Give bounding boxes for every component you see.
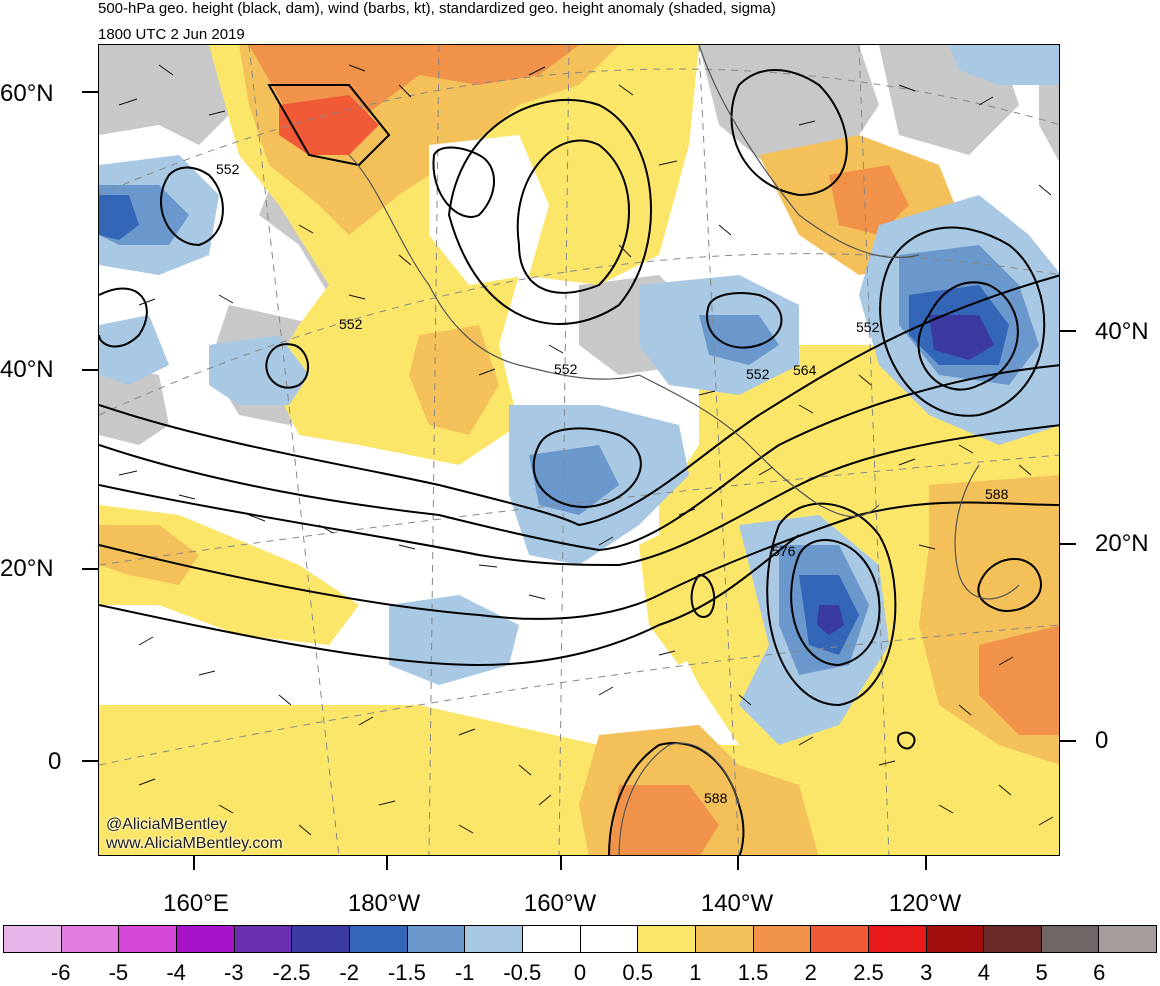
contour-label: 564 [793, 362, 817, 378]
colorbar-label: 0 [573, 960, 587, 985]
colorbar-swatch [811, 926, 869, 952]
colorbar-label: -1.5 [387, 960, 426, 985]
contour-label: 552 [746, 366, 770, 382]
map-title: 500-hPa geo. height (black, dam), wind (… [98, 0, 776, 17]
colorbar-label: 1 [689, 960, 702, 985]
lon-tick [386, 856, 388, 870]
colorbar-label: -6 [50, 960, 71, 985]
colorbar-label: 0.5 [622, 960, 653, 985]
colorbar-swatch [580, 926, 639, 952]
contour-label: 552 [856, 319, 880, 335]
lat-tick [1060, 543, 1076, 545]
lon-tick [737, 856, 739, 870]
colorbar-label: -5 [108, 960, 129, 985]
colorbar-label: 3 [920, 960, 933, 985]
credit-website: www.AliciaMBentley.com [106, 835, 283, 852]
lat-tick [82, 568, 98, 570]
lon-label: 140°W [700, 890, 774, 917]
coastline-layer [348, 45, 1020, 855]
colorbar-swatch [1041, 926, 1100, 952]
lon-tick [193, 856, 195, 870]
colorbar-swatch [522, 926, 581, 952]
lat-label-right: 0 [1095, 727, 1109, 754]
colorbar-swatch [868, 926, 927, 952]
anomaly-map: 552 552 552 552 552 564 576 588 588 [99, 45, 1059, 855]
colorbar-swatch [119, 926, 177, 952]
lat-label-left: 60°N [0, 80, 54, 107]
credit-handle: @AliciaMBentley [106, 816, 228, 833]
colorbar-label: -1 [454, 960, 475, 985]
colorbar-swatch [292, 926, 350, 952]
lat-label-left: 20°N [0, 555, 54, 582]
lon-tick [925, 856, 927, 870]
colorbar-swatch [349, 926, 408, 952]
contour-label: 576 [772, 543, 796, 559]
contour-label: 588 [985, 486, 1009, 502]
map-panel: 552 552 552 552 552 564 576 588 588 [98, 44, 1060, 856]
lat-tick [1060, 330, 1076, 332]
colorbar-label: 2.5 [853, 960, 884, 985]
colorbar-swatch [984, 926, 1042, 952]
colorbar-swatch [465, 926, 523, 952]
colorbar-label: 4 [977, 960, 991, 985]
colorbar-swatch [234, 926, 293, 952]
contour-label-layer: 552 552 552 552 552 564 576 588 588 [216, 161, 1009, 806]
colorbar-label: 1.5 [737, 960, 769, 985]
contour-label: 552 [339, 316, 363, 332]
lat-tick [82, 369, 98, 371]
colorbar-label: -0.5 [503, 960, 542, 985]
colorbar-swatch [4, 926, 62, 952]
lat-label-right: 40°N [1095, 318, 1149, 345]
lat-tick [1060, 740, 1076, 742]
colorbar-label: 5 [1035, 960, 1048, 985]
lon-tick [560, 856, 562, 870]
colorbar-label: -2 [339, 960, 359, 985]
lat-tick [82, 91, 98, 93]
lon-label: 120°W [888, 890, 962, 917]
colorbar-swatch [407, 926, 466, 952]
colorbar-label: -4 [166, 960, 186, 985]
graticule-layer [99, 45, 1059, 855]
credit-block: @AliciaMBentley www.AliciaMBentley.com [106, 815, 283, 853]
lat-tick [82, 760, 98, 762]
colorbar-label: -3 [224, 960, 244, 985]
contour-label: 588 [704, 790, 728, 806]
colorbar-swatch [176, 926, 235, 952]
colorbar-label: -2.5 [272, 960, 311, 985]
lat-label-left: 0 [48, 748, 62, 775]
map-valid-time: 1800 UTC 2 Jun 2019 [98, 26, 245, 43]
colorbar-label: 6 [1093, 960, 1106, 985]
colorbar-swatch [926, 926, 985, 952]
anomaly-colorbar [3, 925, 1157, 953]
colorbar-swatch [753, 926, 812, 952]
lon-label: 160°E [163, 890, 229, 917]
lat-label-left: 40°N [0, 356, 54, 383]
wind-barb-layer [118, 64, 1054, 836]
colorbar-swatch [1099, 926, 1157, 952]
lon-label: 160°W [523, 890, 597, 917]
lat-label-right: 20°N [1095, 530, 1149, 557]
contour-label: 552 [216, 161, 240, 177]
colorbar-swatch [61, 926, 120, 952]
contour-label: 552 [554, 361, 578, 377]
colorbar-swatch [638, 926, 696, 952]
colorbar-label: 2 [804, 960, 817, 985]
colorbar-swatch [695, 926, 754, 952]
lon-label: 180°W [347, 890, 421, 917]
